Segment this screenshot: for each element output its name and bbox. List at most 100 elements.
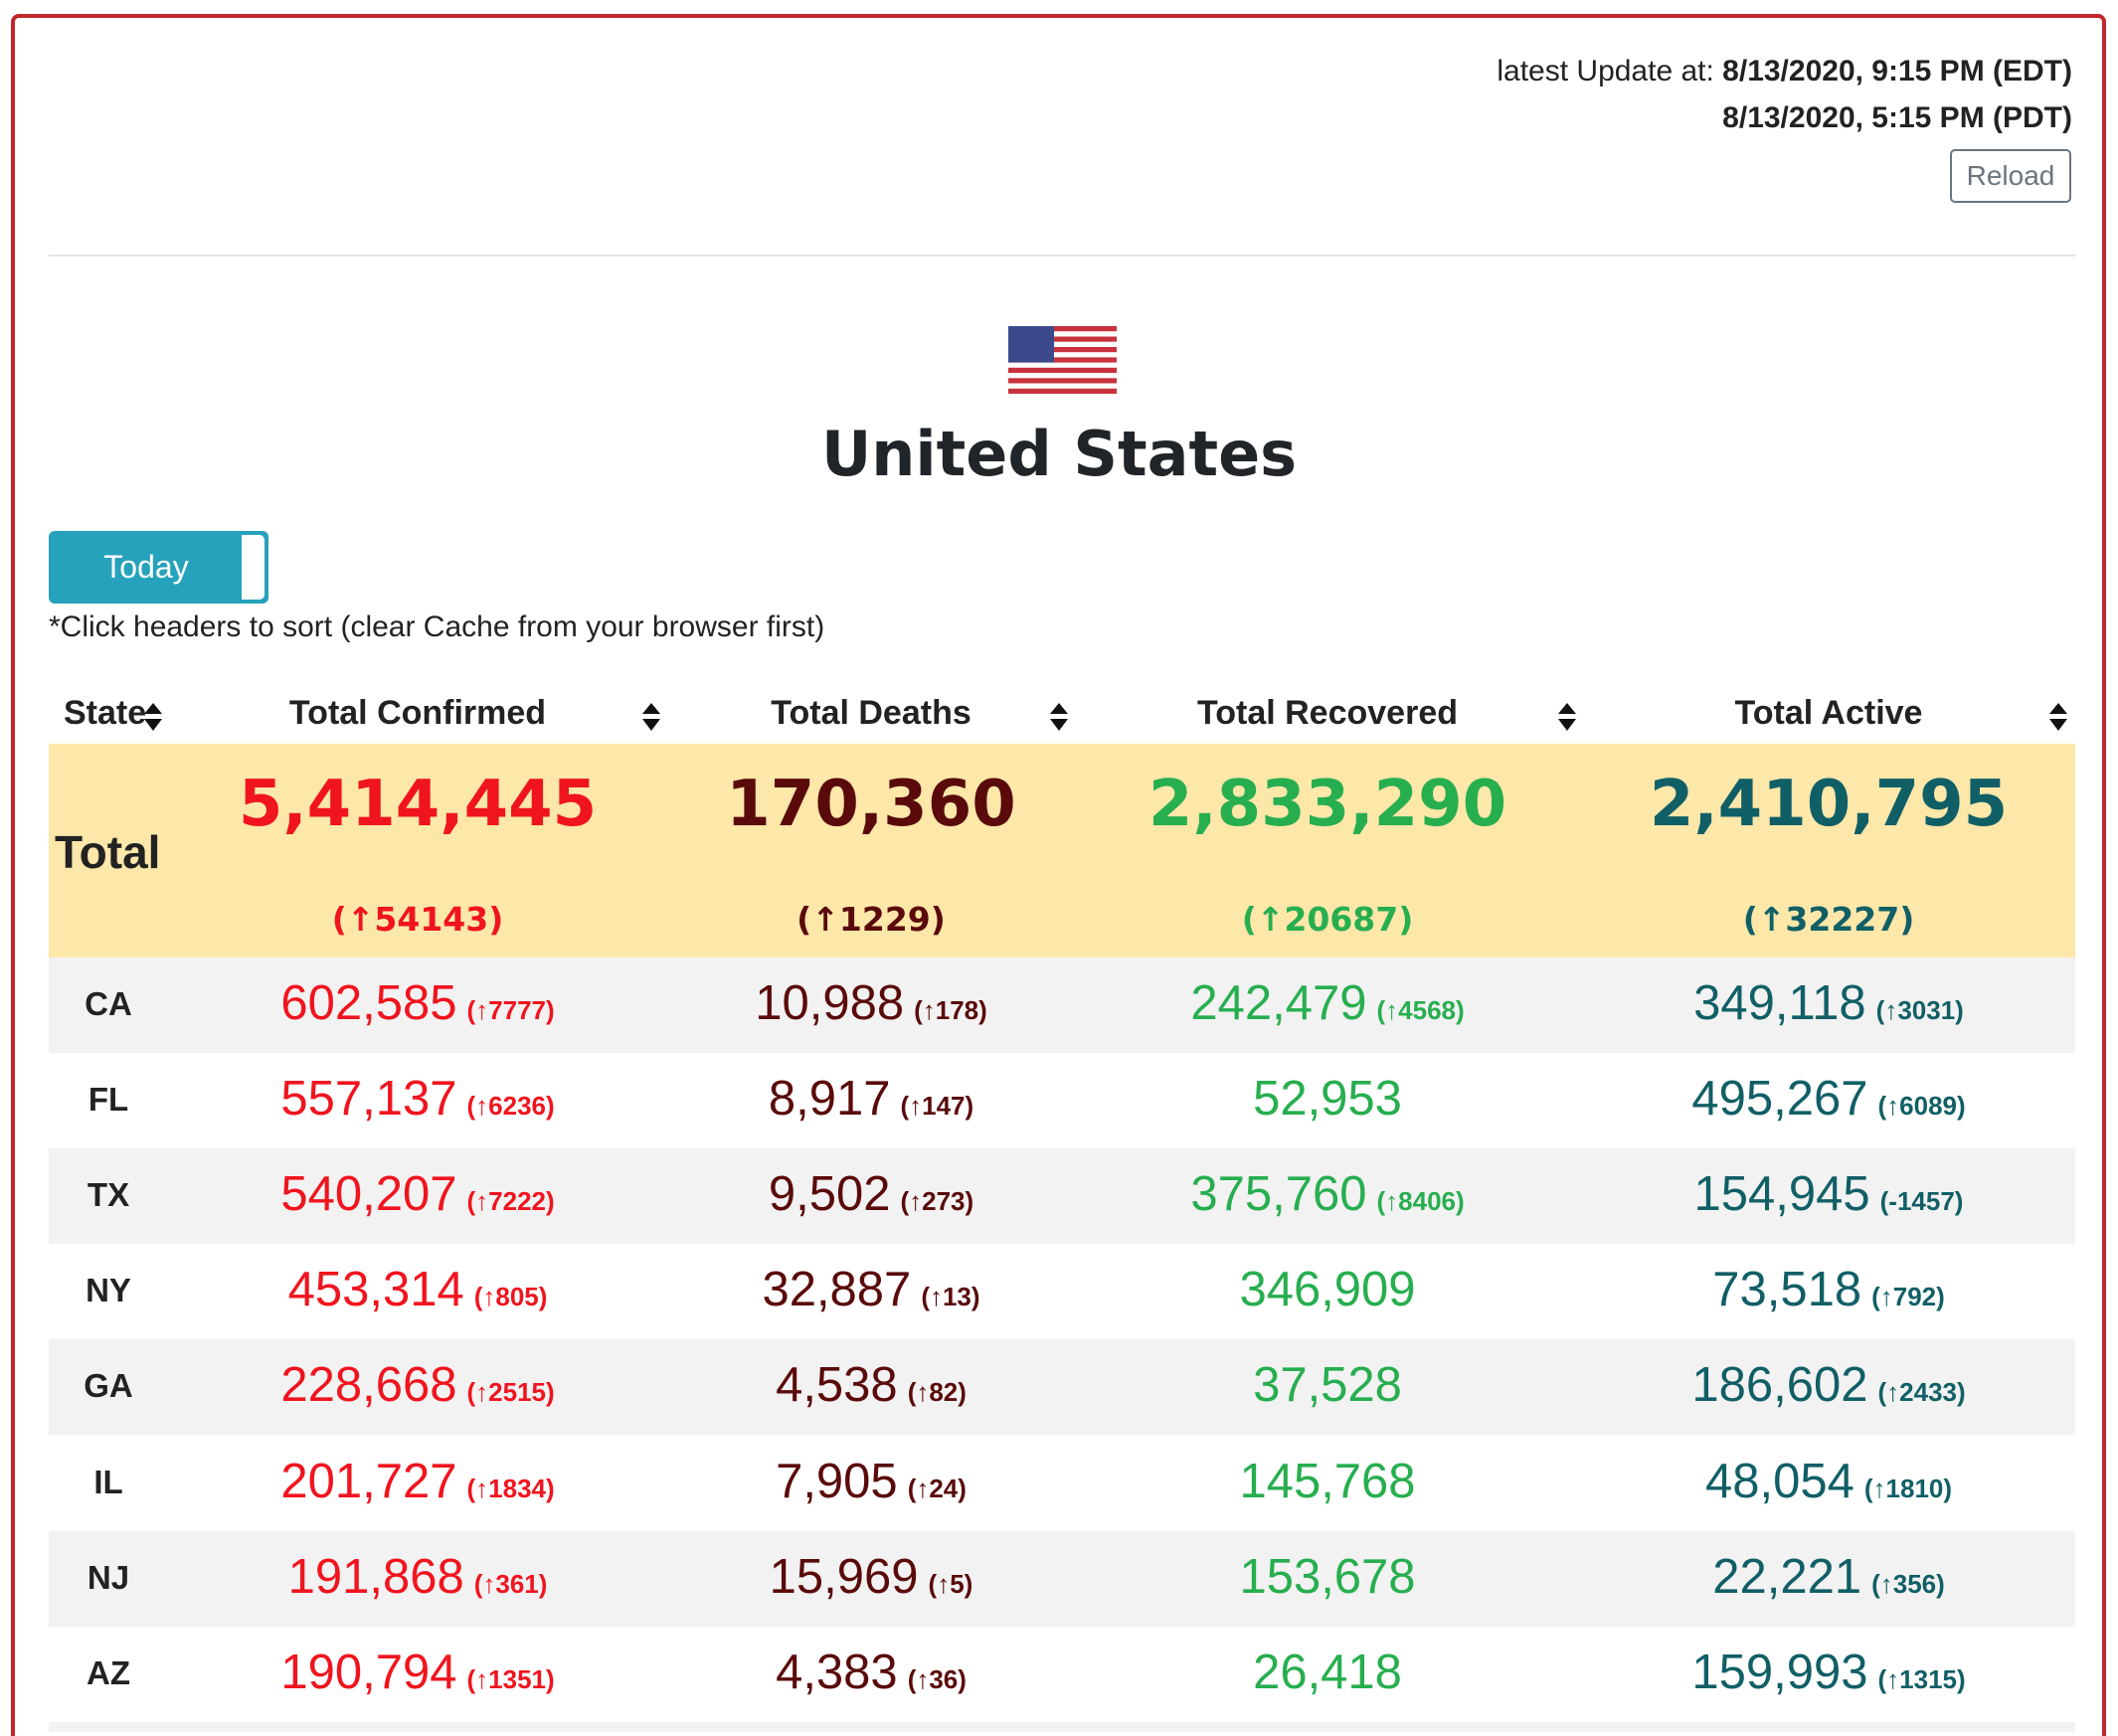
column-header[interactable]: Total Deaths	[771, 694, 971, 732]
data-cell: 349,118 (↑3031)	[1693, 975, 1964, 1031]
toggle-label[interactable]: Today	[103, 549, 189, 585]
state-cell: NJ	[87, 1558, 130, 1596]
column-header[interactable]: Total Recovered	[1196, 694, 1459, 732]
cell-delta: (↑1810)	[1863, 1473, 1953, 1503]
data-cell: 22,221 (↑356)	[1712, 1549, 1945, 1605]
cell-value: 37,528	[1253, 1358, 1402, 1413]
cell-value: 190,794	[280, 1645, 457, 1699]
data-cell: 159,993 (↑1315)	[1691, 1645, 1965, 1700]
cell-value: 26,418	[1253, 1645, 1402, 1699]
cell-value: 48,054	[1704, 1454, 1854, 1508]
cell-value: 22,221	[1712, 1549, 1862, 1604]
data-cell: 602,585 (↑7777)	[280, 975, 554, 1031]
state-cell: CA	[85, 985, 132, 1022]
row-band	[49, 1148, 2075, 1245]
data-cell: 191,868 (↑361)	[288, 1549, 548, 1605]
cell-value: 557,137	[280, 1072, 457, 1127]
toggle-knob[interactable]	[242, 535, 265, 600]
data-cell: 10,988 (↑178)	[755, 975, 987, 1031]
cell-value: 349,118	[1693, 976, 1866, 1030]
total-delta: (↑54143)	[331, 900, 504, 939]
us-flag	[1008, 326, 1117, 394]
cell-delta: (↑792)	[1871, 1282, 1945, 1312]
data-cell: 26,418	[1253, 1645, 1402, 1700]
data-cell: 190,794 (↑1351)	[280, 1645, 554, 1700]
data-cell: 8,917 (↑147)	[769, 1071, 973, 1127]
cell-value: 495,267	[1691, 1072, 1868, 1127]
cell-delta: (↑805)	[473, 1282, 548, 1312]
total-delta: (↑20687)	[1241, 900, 1414, 939]
update-edt: 8/13/2020, 9:15 PM (EDT)	[1722, 55, 2072, 87]
cell-value: 4,383	[776, 1645, 898, 1699]
update-label: latest Update at:	[1497, 55, 1714, 87]
data-cell: 228,668 (↑2515)	[280, 1357, 554, 1413]
cell-delta: (↑2433)	[1877, 1377, 1966, 1408]
cell-delta: (↑6236)	[466, 1091, 555, 1122]
data-cell: 73,518 (↑792)	[1712, 1262, 1945, 1317]
column-header[interactable]: Total Confirmed	[288, 694, 547, 732]
column-header[interactable]: Total Active	[1734, 694, 1923, 732]
state-cell: AZ	[87, 1653, 130, 1691]
cell-value: 186,602	[1691, 1358, 1868, 1413]
cell-value: 145,768	[1239, 1454, 1416, 1508]
data-cell: 48,054 (↑1810)	[1705, 1454, 1952, 1509]
cell-delta: (↑1315)	[1877, 1663, 1966, 1694]
state-cell: TX	[87, 1176, 130, 1214]
cell-delta: (↑7222)	[466, 1186, 555, 1217]
cell-value: 52,953	[1253, 1072, 1402, 1127]
sort-icon[interactable]	[1556, 701, 1578, 733]
data-cell: 201,727 (↑1834)	[280, 1454, 554, 1509]
sort-note: *Click headers to sort (clear Cache from…	[49, 610, 825, 643]
data-cell: 52,953	[1253, 1071, 1402, 1127]
total-value: 170,360	[726, 768, 1016, 841]
total-value: 2,833,290	[1147, 768, 1507, 841]
cell-value: 15,969	[769, 1549, 919, 1604]
cell-value: 10,988	[755, 976, 905, 1030]
cell-delta: (↑178)	[914, 995, 987, 1025]
total-row	[49, 744, 2075, 957]
cell-delta: (↑3031)	[1875, 995, 1964, 1025]
cell-value: 73,518	[1712, 1263, 1862, 1317]
cell-delta: (-1457)	[1879, 1186, 1964, 1217]
cell-delta: (↑5)	[928, 1568, 973, 1599]
data-cell: 540,207 (↑7222)	[280, 1166, 554, 1222]
data-cell: 145,768	[1239, 1454, 1415, 1509]
reload-button[interactable]: Reload	[1950, 149, 2071, 203]
cell-delta: (↑147)	[900, 1091, 974, 1122]
toggle[interactable]	[49, 531, 268, 604]
cell-value: 201,727	[280, 1454, 457, 1508]
data-cell: 4,383 (↑36)	[776, 1645, 967, 1700]
total-delta: (↑32227)	[1742, 900, 1915, 939]
cell-value: 191,868	[287, 1549, 464, 1604]
cell-delta: (↑82)	[907, 1377, 967, 1408]
cell-value: 154,945	[1693, 1167, 1870, 1222]
cell-value: 540,207	[280, 1167, 457, 1222]
sort-icon[interactable]	[142, 701, 164, 733]
data-cell: 37,528	[1253, 1357, 1402, 1413]
total-value: 2,410,795	[1649, 768, 2009, 841]
cell-value: 346,909	[1239, 1263, 1416, 1317]
sort-icon[interactable]	[640, 701, 662, 733]
sort-icon[interactable]	[2047, 701, 2069, 733]
divider	[49, 255, 2075, 257]
column-header[interactable]: State	[64, 694, 147, 732]
total-label: Total	[55, 826, 161, 878]
cell-value: 153,678	[1239, 1549, 1416, 1604]
cell-value: 228,668	[280, 1358, 457, 1413]
cell-delta: (↑1351)	[466, 1663, 555, 1694]
cell-delta: (↑361)	[473, 1568, 548, 1599]
state-cell: FL	[88, 1081, 129, 1119]
update-pdt: 8/13/2020, 5:15 PM (PDT)	[1722, 101, 2072, 134]
data-cell: 7,905 (↑24)	[776, 1454, 967, 1509]
row-band	[49, 1339, 2075, 1436]
sort-icon[interactable]	[1048, 701, 1070, 733]
cell-delta: (↑36)	[907, 1663, 967, 1694]
data-cell: 32,887 (↑13)	[762, 1262, 979, 1317]
data-cell: 4,538 (↑82)	[776, 1357, 967, 1413]
data-cell: 557,137 (↑6236)	[280, 1071, 554, 1127]
cell-value: 32,887	[762, 1263, 912, 1317]
cell-delta: (↑1834)	[466, 1473, 555, 1503]
cell-delta: (↑13)	[921, 1282, 980, 1312]
